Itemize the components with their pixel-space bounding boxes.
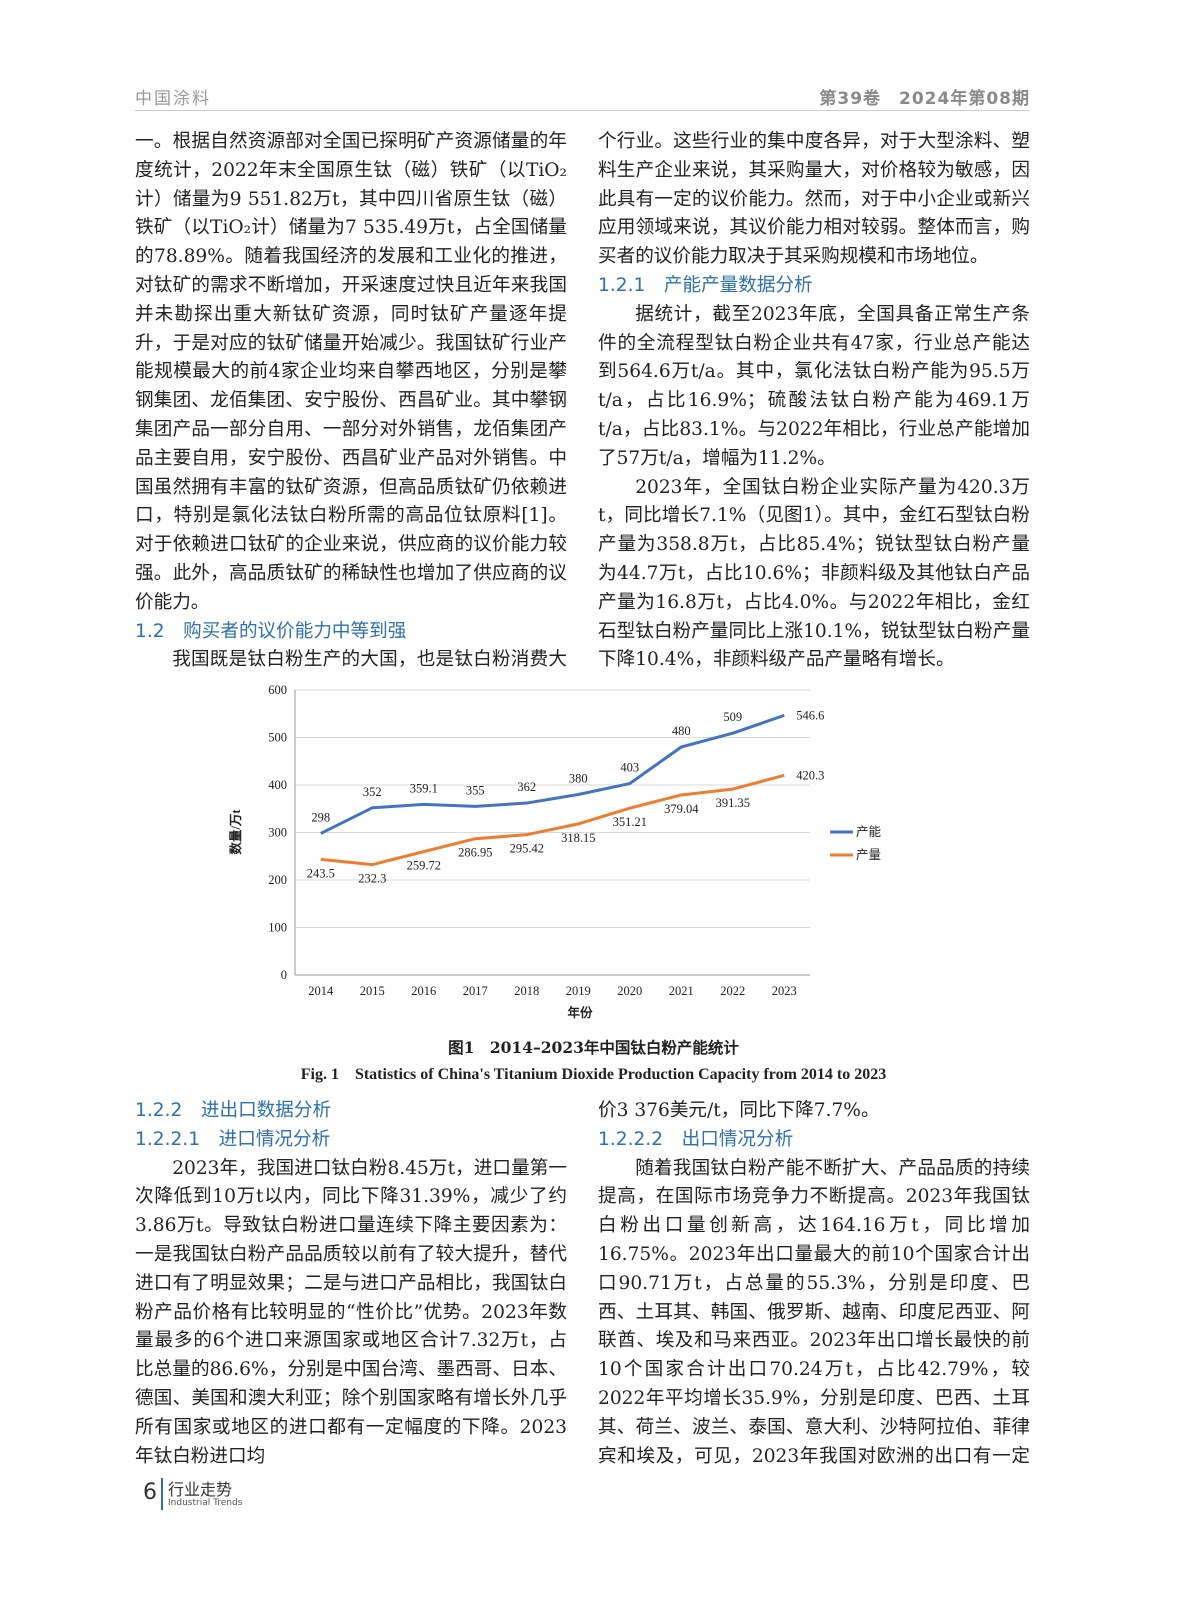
y-tick-label: 600 [268, 683, 287, 697]
header-rule [135, 110, 1030, 111]
data-label: 380 [569, 772, 588, 786]
x-tick-label: 2020 [617, 984, 642, 998]
data-label: 295.42 [510, 842, 544, 856]
data-label: 352 [363, 785, 382, 799]
section-heading: 1.2.2.2 出口情况分析 [598, 1128, 794, 1150]
x-tick-label: 2015 [360, 984, 385, 998]
x-tick-label: 2014 [308, 984, 334, 998]
paragraph: 随着我国钛白粉产能不断扩大、产品品质的持续提高，在国际市场竞争力不断提高。202… [598, 1157, 1030, 1467]
x-tick-label: 2019 [566, 984, 591, 998]
y-tick-label: 200 [268, 873, 287, 887]
line-series [320, 773, 785, 867]
data-label: 286.95 [458, 846, 492, 860]
legend-label: 产量 [856, 848, 881, 862]
line-series [320, 713, 785, 835]
data-label: 420.3 [796, 768, 824, 782]
x-tick-label: 2016 [411, 984, 436, 998]
section-heading: 1.2.2 进出口数据分析 [135, 1100, 332, 1121]
x-tick-label: 2022 [720, 984, 745, 998]
data-label: 546.6 [796, 708, 824, 722]
y-tick-label: 500 [268, 731, 287, 745]
y-tick-label: 400 [268, 778, 287, 792]
section-heading: 1.2.2.1 进口情况分析 [135, 1128, 331, 1150]
y-tick-label: 100 [268, 921, 287, 935]
paragraph: 据统计，截至2023年底，全国具备正常生产条件的全流程型钛白粉企业共有47家，行… [598, 303, 1030, 469]
footer-section: 行业走势 [168, 1480, 233, 1499]
data-label: 298 [311, 810, 330, 824]
data-label: 509 [723, 710, 742, 724]
data-label: 243.5 [307, 866, 335, 880]
section-heading: 1.2.1 产能产量数据分析 [598, 274, 813, 296]
data-label: 232.3 [358, 872, 386, 886]
y-axis-label: 数量/万t [228, 809, 243, 856]
right-column-bottom: 价3 376美元/t，同比下降7.7%。 1.2.2.2 出口情况分析 随着我国… [598, 1097, 1030, 1472]
legend-label: 产能 [856, 825, 882, 839]
x-tick-label: 2021 [669, 984, 694, 998]
x-tick-label: 2023 [772, 984, 797, 998]
paragraph: 2023年，我国进口钛白粉8.45万t，进口量第一次降低到10万t以内，同比下降… [135, 1157, 567, 1467]
y-tick-label: 300 [268, 826, 287, 840]
data-label: 259.72 [407, 859, 441, 873]
left-column-top: 一。根据自然资源部对全国已探明矿产资源储量的年度统计，2022年末全国原生钛（磁… [135, 128, 567, 673]
data-label: 391.35 [716, 796, 750, 810]
figure-caption-cn: 图1 2014–2023年中国钛白粉产能统计 [448, 1038, 739, 1057]
paragraph: 2023年，全国钛白粉企业实际产量为420.3万t，同比增长7.1%（见图1）。… [598, 476, 1030, 671]
chart: 数量/万t 年份 0 100 200 300 400 500 600 2014 2015 2016… [228, 683, 882, 1020]
x-axis-label: 年份 [567, 1005, 593, 1020]
paragraph: 价3 376美元/t，同比下降7.7%。 [598, 1100, 880, 1121]
paragraph: 一。根据自然资源部对全国已探明矿产资源储量的年度统计，2022年末全国原生钛（磁… [135, 131, 567, 613]
data-label: 351.21 [613, 815, 647, 829]
paragraph: 个行业。这些行业的集中度各异，对于大型涂料、塑料生产企业来说，其采购量大，对价格… [598, 131, 1030, 268]
data-label: 359.1 [410, 781, 438, 795]
page-number: 6 [143, 1480, 157, 1505]
section-heading: 1.2 购买者的议价能力中等到强 [135, 620, 407, 642]
data-label: 379.04 [664, 802, 699, 816]
data-label: 480 [672, 724, 691, 738]
x-tick-label: 2018 [514, 984, 539, 998]
data-label: 403 [620, 761, 639, 775]
footer-bar [161, 1478, 163, 1510]
data-label: 318.15 [561, 831, 595, 845]
journal-name: 中国涂料 [135, 89, 211, 109]
right-column-top: 个行业。这些行业的集中度各异，对于大型涂料、塑料生产企业来说，其采购量大，对价格… [598, 128, 1030, 673]
data-label: 362 [517, 780, 536, 794]
footer-section-en: Industrial Trends [168, 1498, 243, 1508]
x-tick-label: 2017 [463, 984, 488, 998]
data-label: 355 [466, 783, 485, 797]
left-column-bottom: 1.2.2 进出口数据分析 1.2.2.1 进口情况分析 2023年，我国进口钛… [135, 1097, 567, 1472]
figure-caption-en: Fig. 1 Statistics of China's Titanium Di… [300, 1066, 887, 1083]
paragraph: 我国既是钛白粉生产的大国，也是钛白粉消费大国。钛白粉下游应用广泛，包括涂料、塑料… [172, 649, 567, 671]
y-tick-label: 0 [281, 968, 287, 982]
issue-info: 第39卷 2024年第08期 [819, 89, 1030, 109]
